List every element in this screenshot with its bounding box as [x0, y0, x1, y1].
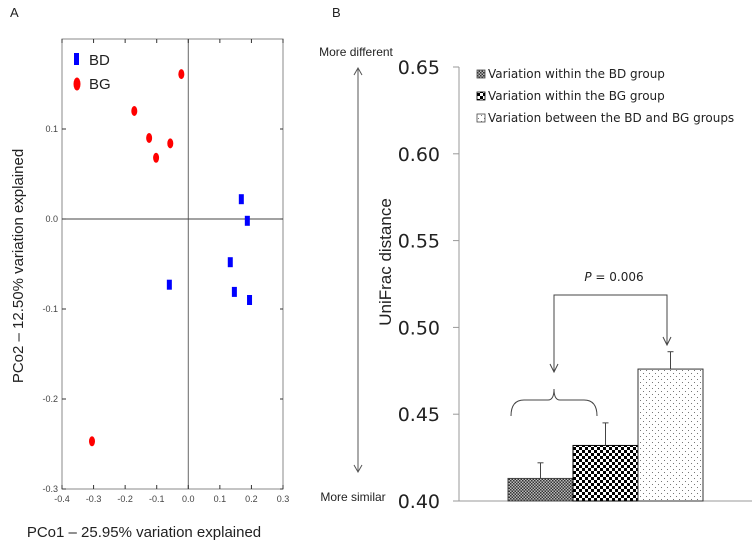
- y-tick-label: -0.2: [42, 394, 58, 404]
- y-tick-label: 0.0: [45, 214, 58, 224]
- y-axis-ticks: 0.1 0.0 -0.1 -0.2 -0.3: [42, 124, 283, 494]
- x-tick-label: 0.0: [182, 494, 195, 504]
- point-bg: [146, 133, 153, 143]
- point-bg: [88, 436, 95, 447]
- y-tick-label-b: 0.50: [398, 317, 440, 339]
- x-tick-label: 0.1: [214, 494, 227, 504]
- legend-label-between: Variation between the BD and BG groups: [488, 111, 734, 125]
- y-tick-label: 0.1: [45, 124, 58, 134]
- y-tick-label-b: 0.60: [398, 144, 440, 166]
- legend-swatch-between: [476, 113, 486, 123]
- bar: [572, 444, 639, 502]
- point-bd: [244, 215, 250, 226]
- point-bd: [166, 279, 172, 290]
- x-tick-label: -0.3: [86, 494, 102, 504]
- point-bg: [178, 69, 185, 80]
- point-bg: [153, 152, 160, 163]
- point-bd: [238, 194, 244, 205]
- x-tick-label: -0.4: [54, 494, 70, 504]
- panel-a-label: A: [10, 5, 19, 20]
- legend-label-bg: BG: [89, 76, 111, 93]
- y-tick-label: -0.1: [42, 304, 58, 314]
- legend-b: Variation within the BD group Variation …: [476, 67, 734, 125]
- plot-frame: [61, 38, 284, 490]
- legend: BD BG: [73, 52, 111, 93]
- x-tick-label: -0.2: [117, 494, 133, 504]
- y-tick-label: -0.3: [42, 484, 58, 494]
- point-bg: [167, 138, 174, 149]
- panel-b-label: B: [332, 5, 341, 20]
- panel-a: A -0.4 -0.3 -0.2 -0.1 0.0 0.1 0.2 0.3 0.10.0-0.…: [10, 5, 289, 541]
- y-axis-label-b: UniFrac distance: [376, 198, 395, 326]
- y-tick-label-b: 0.65: [398, 57, 440, 79]
- scale-top-label: More different: [319, 45, 393, 59]
- x-axis-ticks: -0.4 -0.3 -0.2 -0.1 0.0 0.1 0.2 0.3: [54, 39, 289, 504]
- y-tick-label-b: 0.40: [398, 491, 440, 513]
- point-bd: [227, 257, 233, 268]
- y-tick-label-b: 0.45: [398, 404, 440, 426]
- legend-label-bd: BD: [89, 52, 110, 69]
- legend-label-within-bg: Variation within the BG group: [488, 89, 665, 103]
- similarity-double-arrow: [353, 66, 363, 474]
- panel-b: B More different More similar UniFrac di…: [319, 5, 752, 513]
- bars: [507, 351, 704, 502]
- x-tick-label: 0.2: [245, 494, 258, 504]
- curly-brace: [510, 388, 598, 417]
- point-bg: [131, 106, 138, 116]
- bar: [507, 477, 574, 502]
- y-axis-ticks-b: 0.65 0.60 0.55 0.50 0.45 0.40: [398, 57, 459, 513]
- y-tick-label-b: 0.55: [398, 231, 440, 253]
- p-value-annotation: P = 0.006: [584, 270, 643, 284]
- point-bd: [231, 286, 237, 297]
- significance-bracket: P = 0.006: [510, 270, 672, 417]
- legend-marker-bg: [73, 77, 81, 91]
- x-axis-label: PCo1 – 25.95% variation explained: [27, 524, 261, 541]
- x-tick-label: -0.1: [149, 494, 165, 504]
- legend-swatch-within-bd: [476, 69, 486, 79]
- p-value: = 0.006: [592, 270, 644, 284]
- legend-swatch-within-bg: [476, 91, 486, 101]
- legend-label-within-bd: Variation within the BD group: [488, 67, 665, 81]
- point-bd: [247, 295, 253, 305]
- legend-marker-bd: [74, 53, 79, 65]
- data-points: [88, 69, 253, 447]
- x-tick-label: 0.3: [277, 494, 290, 504]
- bar: [637, 368, 704, 502]
- y-axis-label: PCo2 – 12.50% variation explained: [10, 149, 27, 383]
- p-symbol: P: [584, 270, 592, 284]
- scale-bottom-label: More similar: [320, 490, 385, 504]
